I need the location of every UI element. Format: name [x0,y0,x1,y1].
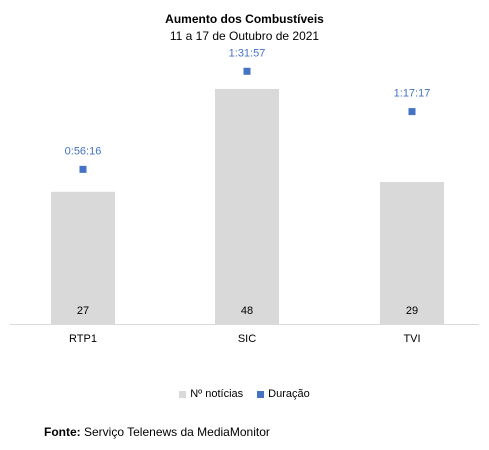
duration-point-tvi [408,108,416,116]
source-label: Fonte: [44,425,81,439]
duration-point-rtp1 [79,165,87,173]
bar-label-sic: 48 [241,305,253,317]
bar-rtp1 [51,191,115,324]
legend-swatch-duration [257,390,265,398]
category-label-sic: SIC [238,333,256,345]
chart-plot: 27 0:56:16 RTP1 48 1:31:57 SIC 29 1:17:17 TVI [10,47,479,345]
legend-item-news: Nº notícias [179,388,243,400]
legend-label-news: Nº notícias [190,388,244,400]
bar-label-tvi: 29 [406,305,418,317]
category-label-tvi: TVI [403,333,420,345]
legend-swatch-news [179,390,187,398]
bar-sic [215,88,279,324]
category-label-rtp1: RTP1 [69,333,97,345]
bar-label-rtp1: 27 [77,305,89,317]
bar-tvi [380,182,444,324]
duration-label-tvi: 1:17:17 [394,88,431,100]
legend-label-duration: Duração [268,388,310,400]
duration-label-sic: 1:31:57 [229,47,266,59]
source-text: Serviço Telenews da MediaMonitor [84,425,270,439]
duration-point-sic [243,67,251,75]
source-note: Fonte: Serviço Telenews da MediaMonitor [44,425,270,439]
legend-item-duration: Duração [257,388,310,400]
chart-subtitle: 11 a 17 de Outubro de 2021 [169,29,320,43]
duration-label-rtp1: 0:56:16 [65,145,102,157]
legend: Nº notícias Duração [0,388,489,400]
chart-title: Aumento dos Combustíveis [165,12,324,26]
